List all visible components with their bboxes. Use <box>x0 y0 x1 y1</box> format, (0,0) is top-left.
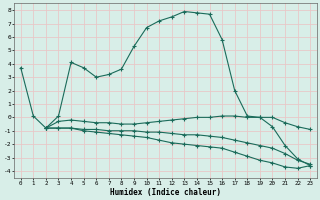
X-axis label: Humidex (Indice chaleur): Humidex (Indice chaleur) <box>110 188 221 197</box>
